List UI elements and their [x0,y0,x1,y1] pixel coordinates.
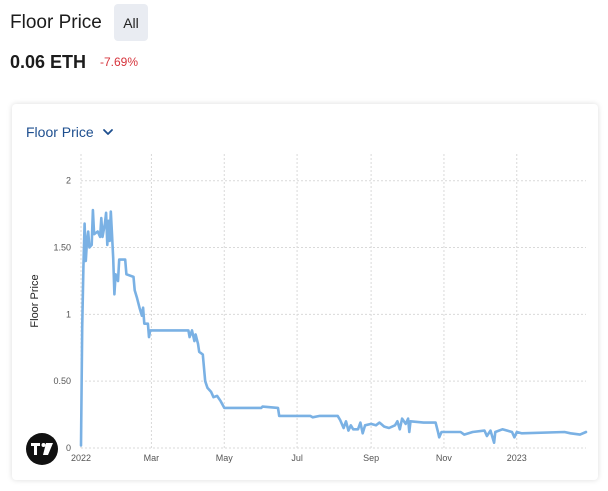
x-tick-label: Nov [436,453,453,463]
metric-dropdown[interactable]: Floor Price [26,122,114,142]
price-change-badge: -7.69% [100,55,139,69]
y-axis-title: Floor Price [29,274,41,327]
price-summary: 0.06 ETH -7.69% [10,52,310,74]
metric-dropdown-label: Floor Price [26,124,94,140]
y-tick-label: 0.50 [53,376,71,386]
floor-price-value: 0.06 ETH [10,52,87,72]
y-tick-label: 0 [66,443,71,453]
tradingview-logo-icon[interactable] [26,433,58,465]
y-tick-label: 2 [66,176,71,186]
series-line [79,208,588,447]
x-tick-label: 2023 [507,453,527,463]
x-tick-label: Sep [363,453,379,463]
chevron-down-icon [102,129,113,135]
page-title: Floor Price [10,12,102,33]
x-tick-label: Jul [291,453,303,463]
chart-card: Floor Price 0 0.50 1 1.50 2 2022 Mar May Jul Sep N… [12,104,598,480]
x-tick-label: Mar [144,453,160,463]
y-tick-label: 1.50 [53,243,71,253]
floor-price-chart[interactable]: 0 0.50 1 1.50 2 2022 Mar May Jul Sep Nov 2023 Floor … [12,104,598,480]
x-tick-label: May [216,453,234,463]
range-all-button[interactable]: All [114,4,148,41]
tradingview-mark-icon [31,443,53,455]
y-tick-label: 1 [66,309,71,319]
page-header: Floor Price All [10,4,270,42]
x-tick-label: 2022 [71,453,91,463]
